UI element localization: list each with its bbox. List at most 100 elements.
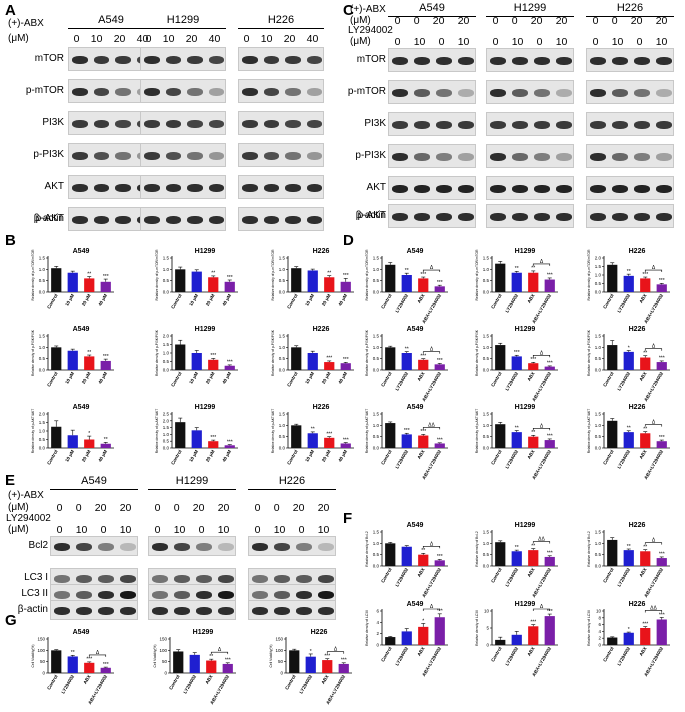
bar xyxy=(84,356,95,370)
protein-band xyxy=(512,153,528,161)
bar xyxy=(623,550,634,566)
lane-labels: 0 0 20 20 xyxy=(586,15,674,27)
significance-mark: *** xyxy=(659,552,665,558)
x-tick-label: ABX xyxy=(320,673,330,685)
blot-strip xyxy=(586,204,674,228)
blot-strip xyxy=(248,600,336,620)
significance-mark: * xyxy=(628,627,630,633)
bar-chart: H1299 Relative density of p-AKT/AKT 0.0 0.5… xyxy=(155,404,238,466)
significance-mark: *** xyxy=(547,361,553,367)
bar xyxy=(623,351,634,370)
lane-label: 10 xyxy=(655,36,668,48)
blot-strip xyxy=(388,48,476,72)
comparison-symbol: Δ xyxy=(96,650,100,656)
protein-band xyxy=(556,121,572,129)
protein-band xyxy=(165,152,181,160)
blot-strip xyxy=(50,536,138,556)
lane-label: 10 xyxy=(75,524,88,536)
bar-chart: A549 Relative density of Bcl-2 0.0 0.5 1.0 1.… xyxy=(365,522,448,598)
protein-band xyxy=(634,89,650,97)
protein-band xyxy=(656,121,672,129)
panel-letter-d: D xyxy=(343,232,354,249)
x-tick-label: Control xyxy=(490,449,503,466)
bar xyxy=(173,651,184,673)
comparison-bracket xyxy=(422,546,441,549)
cell-line-header: H1299 xyxy=(175,475,209,487)
blot-strip xyxy=(238,79,324,103)
protein-band xyxy=(590,185,606,193)
protein-band xyxy=(436,213,452,221)
y-tick-label: 150 xyxy=(37,637,45,642)
lane-label: 40 xyxy=(208,33,221,45)
y-tick-label: 0.0 xyxy=(279,368,286,373)
protein-band xyxy=(208,216,224,224)
x-tick-label: ABX xyxy=(416,566,426,578)
significance-mark: *** xyxy=(225,658,231,664)
bar xyxy=(511,356,522,370)
blot-strip xyxy=(68,175,154,199)
chart-title: H1299 xyxy=(515,404,536,411)
significance-mark: ** xyxy=(515,266,519,272)
chart-title: H226 xyxy=(629,326,646,333)
protein-band xyxy=(512,89,528,97)
condition-label: (+)-ABX xyxy=(8,490,44,501)
significance-mark: ** xyxy=(515,545,519,551)
protein-band xyxy=(196,543,212,551)
y-tick-label: 0.5 xyxy=(483,278,490,283)
x-tick-label: LY294002 xyxy=(504,646,519,667)
lane-label: 20 xyxy=(185,33,198,45)
protein-band xyxy=(458,57,474,65)
y-tick-label: 0.5 xyxy=(373,434,380,439)
x-tick-label: 20 μM xyxy=(205,449,216,463)
protein-band xyxy=(72,56,88,64)
protein-band xyxy=(656,153,672,161)
significance-mark: ** xyxy=(87,271,91,277)
x-tick-label: 40 μM xyxy=(97,371,108,385)
y-tick-label: 1.0 xyxy=(163,351,170,356)
protein-band xyxy=(93,216,109,224)
protein-band xyxy=(556,89,572,97)
x-tick-label: ABX xyxy=(526,370,536,382)
y-tick-label: 6 xyxy=(376,609,379,614)
lane-label: 0 xyxy=(75,502,82,514)
lane-labels: 0 0 20 20 xyxy=(388,15,476,27)
x-tick-label: LY294002 xyxy=(616,449,631,470)
protein-band xyxy=(187,88,203,96)
x-tick-label: Control xyxy=(46,674,59,691)
bar xyxy=(656,362,667,370)
bar xyxy=(322,660,333,673)
y-tick-label: 4 xyxy=(598,629,601,634)
protein-band xyxy=(556,57,572,65)
lane-labels: 0 0 20 20 xyxy=(148,502,236,514)
significance-mark: *** xyxy=(103,662,109,668)
protein-band xyxy=(72,152,88,160)
bar-chart: A549 Relative density of p-PI3K/PI3K 0.0 0.… xyxy=(365,326,448,402)
bar xyxy=(191,353,202,370)
cell-line-header: H1299 xyxy=(513,2,547,14)
x-tick-label: Control xyxy=(170,293,183,310)
protein-band xyxy=(196,607,212,615)
protein-band xyxy=(98,543,114,551)
x-tick-label: 40 μM xyxy=(97,449,108,463)
bar xyxy=(544,616,555,645)
x-tick-label: 10 μM xyxy=(188,449,199,463)
significance-mark: ** xyxy=(311,427,315,433)
bar xyxy=(224,445,235,448)
y-tick-label: 0 xyxy=(42,671,45,676)
protein-band xyxy=(556,213,572,221)
protein-band xyxy=(458,213,474,221)
protein-band xyxy=(590,153,606,161)
header-underline xyxy=(248,489,336,490)
x-tick-label: 40 μM xyxy=(221,371,232,385)
protein-band xyxy=(263,184,279,192)
significance-mark: ** xyxy=(627,426,631,432)
lane-label: 0 xyxy=(394,15,401,27)
x-tick-label: Control xyxy=(170,449,183,466)
bar xyxy=(340,363,351,370)
protein-band xyxy=(414,153,430,161)
bar xyxy=(544,279,555,292)
y-tick-label: 1.0 xyxy=(373,267,380,272)
x-tick-label: LY294002 xyxy=(182,674,197,695)
significance-mark: ** xyxy=(643,426,647,432)
significance-mark: *** xyxy=(420,353,426,359)
